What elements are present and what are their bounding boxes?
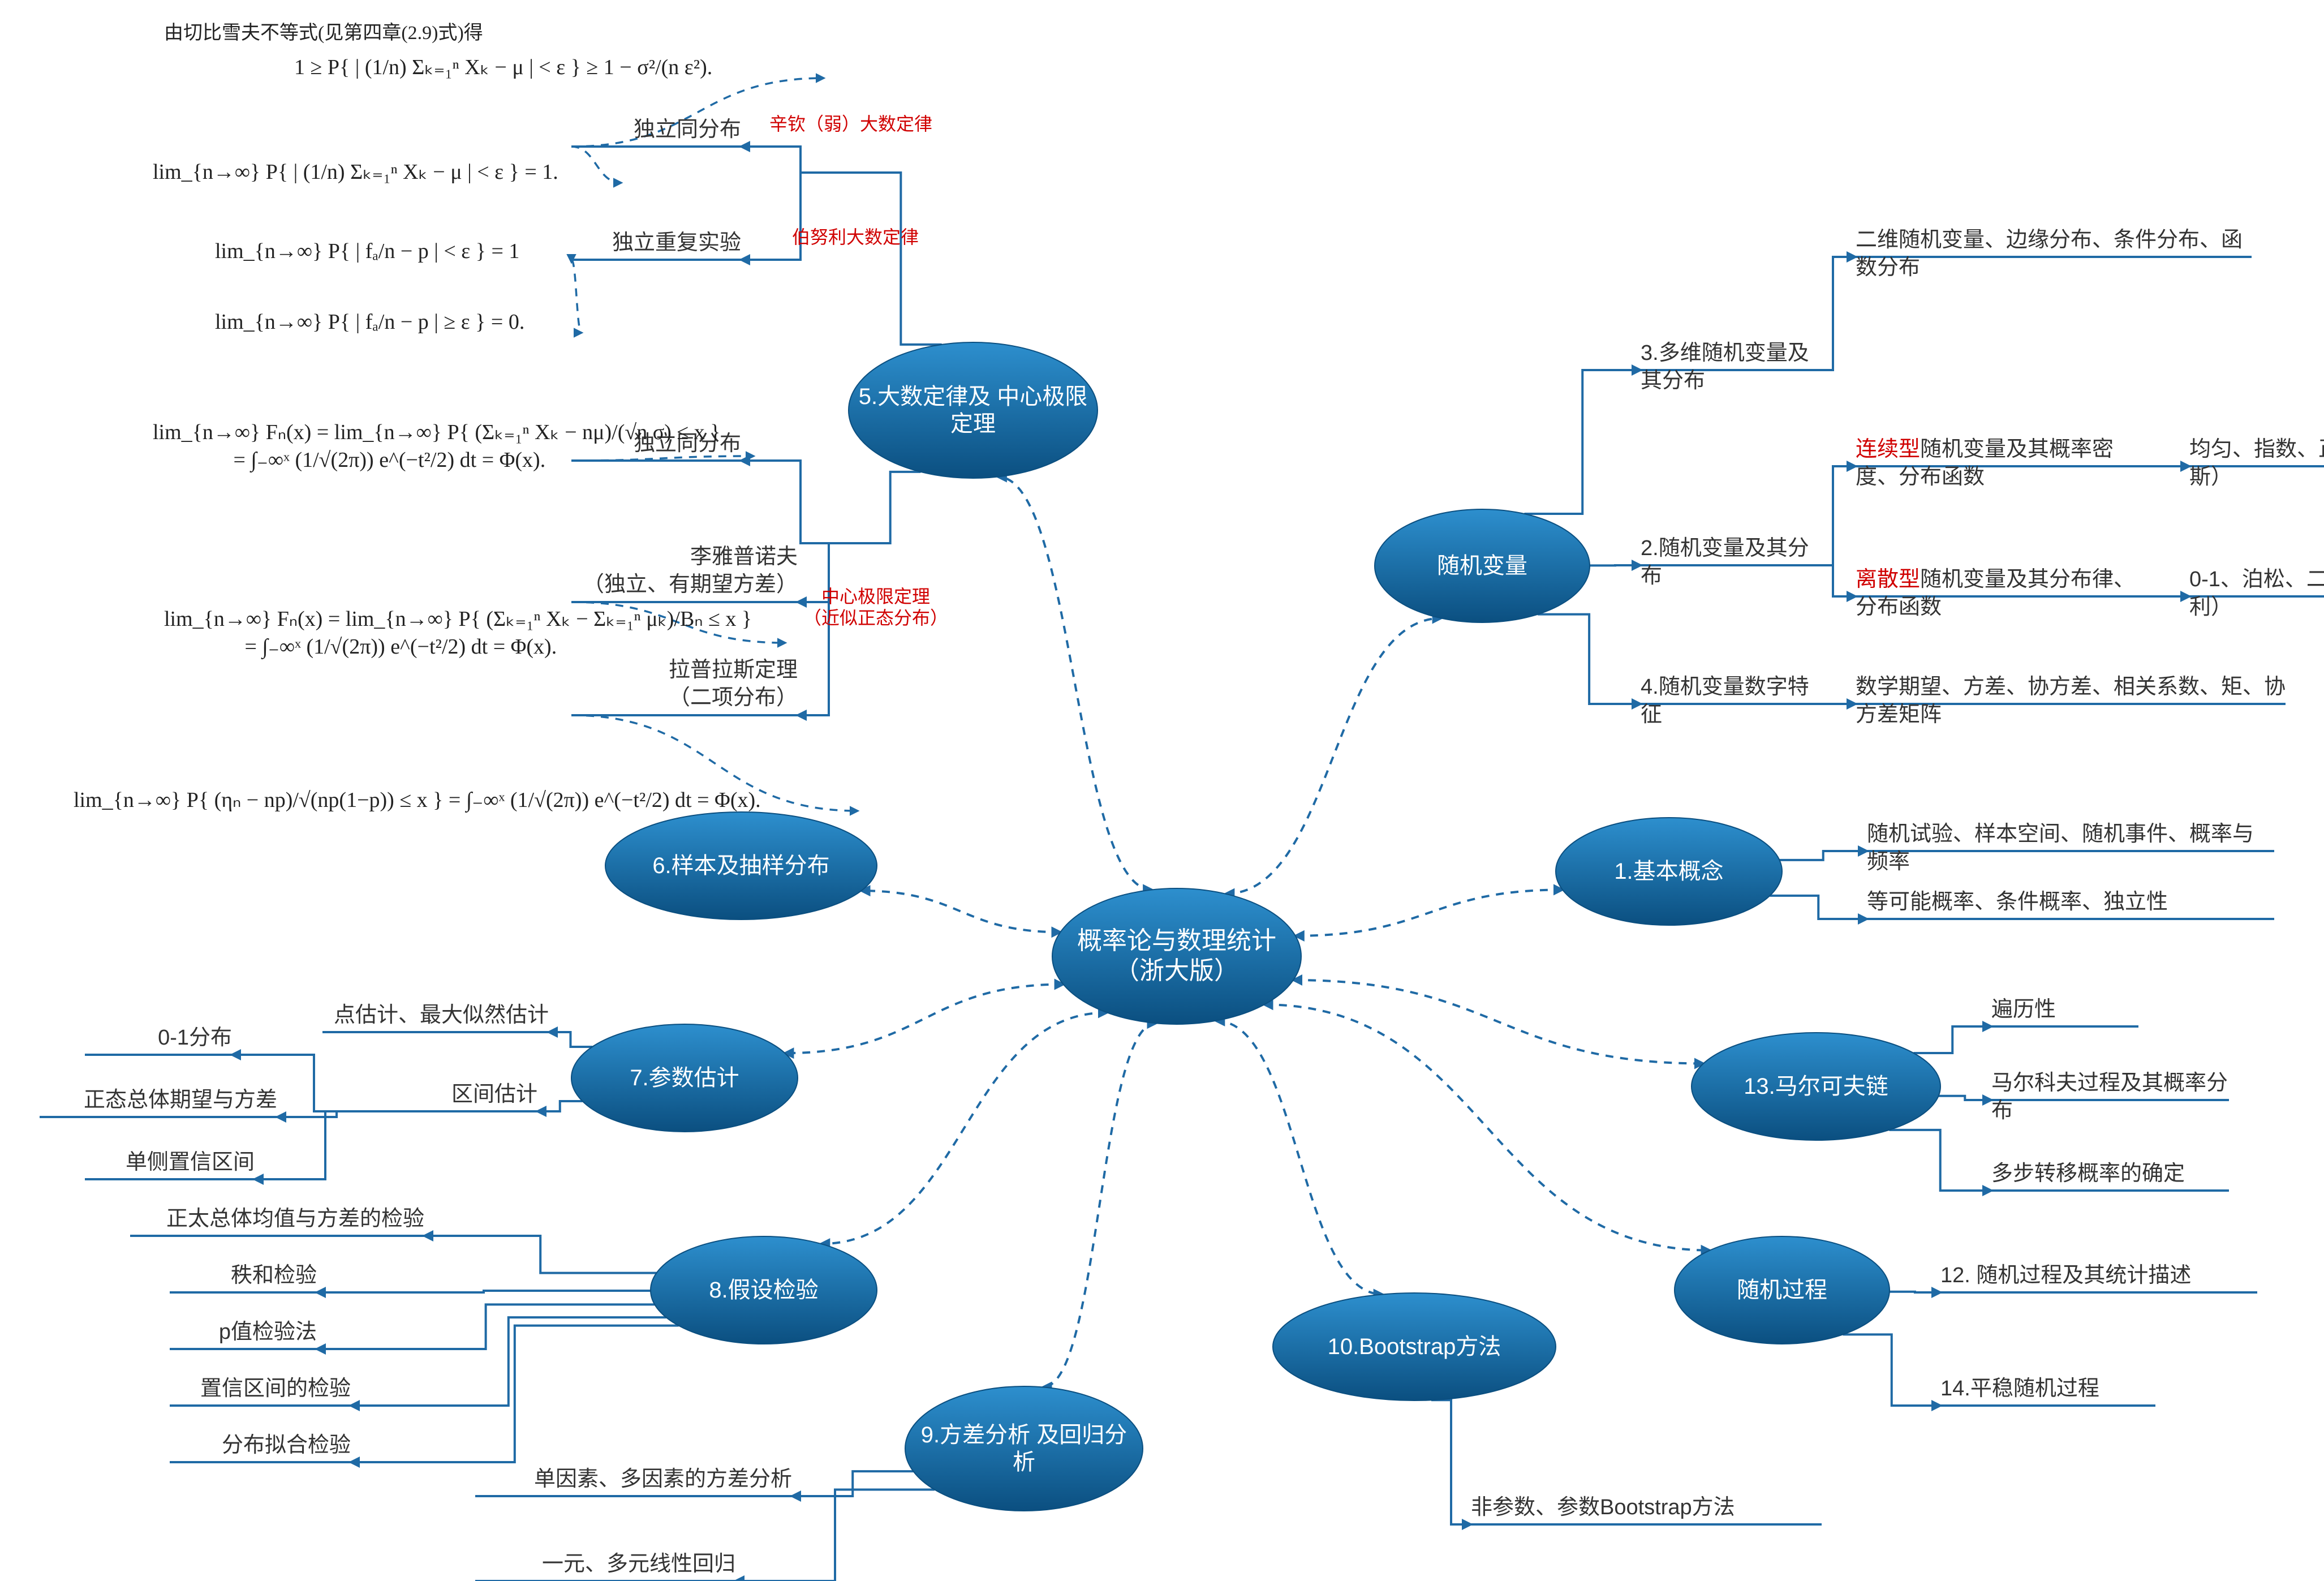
- leaf-node: 4.随机变量数字特征: [1641, 673, 1810, 729]
- chapter-bubble: 随机过程: [1675, 1236, 1890, 1344]
- leaf-node: 二维随机变量、边缘分布、条件分布、函数分布: [1856, 226, 2252, 282]
- leaf-node: 秩和检验: [170, 1262, 317, 1290]
- leaf-node: 离散型随机变量及其分布律、分布函数: [1856, 566, 2150, 622]
- leaf-node: 马尔科夫过程及其概率分布: [1991, 1069, 2229, 1125]
- leaf-node: 拉普拉斯定理 （二项分布）: [571, 656, 798, 712]
- center-bubble: 概率论与数理统计 （浙大版）: [1052, 888, 1301, 1024]
- leaf-node: 一元、多元线性回归: [475, 1550, 735, 1578]
- leaf-node: 正太总体均值与方差的检验: [130, 1205, 424, 1233]
- theorem-label: 辛钦（弱）大数定律: [769, 113, 932, 135]
- math-formula: 1 ≥ P{ | (1/n) Σₖ₌₁ⁿ Xₖ − μ | < ε } ≥ 1 …: [294, 54, 712, 81]
- leaf-node: 置信区间的检验: [170, 1375, 351, 1403]
- chapter-bubble: 8.假设检验: [651, 1236, 877, 1344]
- leaf-node: 正态总体期望与方差: [40, 1086, 277, 1114]
- chapter-bubble: 7.参数估计: [571, 1024, 798, 1132]
- leaf-node: 等可能概率、条件概率、独立性: [1867, 888, 2274, 916]
- chapter-bubble: 5.大数定律及 中心极限定理: [849, 342, 1098, 478]
- theorem-label: 中心极限定理 （近似正态分布）: [803, 586, 948, 629]
- chapter-bubble: 6.样本及抽样分布: [605, 812, 877, 920]
- chapter-bubble: 13.马尔可夫链: [1692, 1033, 1940, 1140]
- leaf-node: 区间估计: [396, 1081, 537, 1109]
- chapter-bubble: 随机变量: [1375, 509, 1590, 622]
- math-formula: lim_{n→∞} Fₙ(x) = lim_{n→∞} P{ (Σₖ₌₁ⁿ Xₖ…: [153, 419, 720, 475]
- leaf-node: 12. 随机过程及其统计描述: [1940, 1262, 2257, 1290]
- theorem-label: 伯努利大数定律: [792, 226, 919, 248]
- leaf-node: 均匀、指数、正态（高斯）: [2189, 436, 2324, 492]
- math-formula: lim_{n→∞} P{ | (1/n) Σₖ₌₁ⁿ Xₖ − μ | < ε …: [153, 158, 558, 186]
- leaf-node: 数学期望、方差、协方差、相关系数、矩、协方差矩阵: [1856, 673, 2286, 729]
- leaf-node: 遍历性: [1991, 996, 2138, 1024]
- leaf-node: 单侧置信区间: [85, 1149, 255, 1176]
- leaf-node: 点估计、最大似然估计: [322, 1002, 549, 1029]
- leaf-node: 3.多维随机变量及其分布: [1641, 340, 1810, 396]
- chapter-bubble: 9.方差分析 及回归分析: [905, 1386, 1143, 1511]
- math-caption: 由切比雪夫不等式(见第四章(2.9)式)得: [164, 17, 483, 45]
- chapter-bubble: 10.Bootstrap方法: [1273, 1293, 1556, 1400]
- math-formula: lim_{n→∞} P{ | fₐ/n − p | < ε } = 1: [215, 238, 519, 265]
- leaf-node: 连续型随机变量及其概率密度、分布函数: [1856, 436, 2150, 492]
- leaf-node: 单因素、多因素的方差分析: [475, 1466, 792, 1493]
- leaf-node: 多步转移概率的确定: [1991, 1160, 2229, 1188]
- chapter-bubble: 1.基本概念: [1556, 818, 1782, 925]
- leaf-node: 独立同分布: [571, 116, 741, 144]
- leaf-node: 随机试验、样本空间、随机事件、概率与频率: [1867, 820, 2274, 877]
- math-formula: lim_{n→∞} Fₙ(x) = lim_{n→∞} P{ (Σₖ₌₁ⁿ Xₖ…: [164, 605, 752, 661]
- leaf-node: 0-1分布: [85, 1024, 232, 1052]
- math-formula: lim_{n→∞} P{ (ηₙ − np)/√(np(1−p)) ≤ x } …: [74, 787, 761, 814]
- leaf-node: 2.随机变量及其分布: [1641, 535, 1810, 591]
- math-formula: lim_{n→∞} P{ | fₐ/n − p | ≥ ε } = 0.: [215, 308, 524, 336]
- leaf-node: 14.平稳随机过程: [1940, 1375, 2155, 1403]
- leaf-node: 非参数、参数Bootstrap方法: [1471, 1494, 1822, 1522]
- leaf-node: 李雅普诺夫 （独立、有期望方差）: [571, 543, 798, 599]
- leaf-node: p值检验法: [170, 1318, 317, 1346]
- leaf-node: 独立重复实验: [571, 229, 741, 257]
- leaf-node: 分布拟合检验: [170, 1432, 351, 1459]
- leaf-node: 0-1、泊松、二项（伯努利）: [2189, 566, 2324, 622]
